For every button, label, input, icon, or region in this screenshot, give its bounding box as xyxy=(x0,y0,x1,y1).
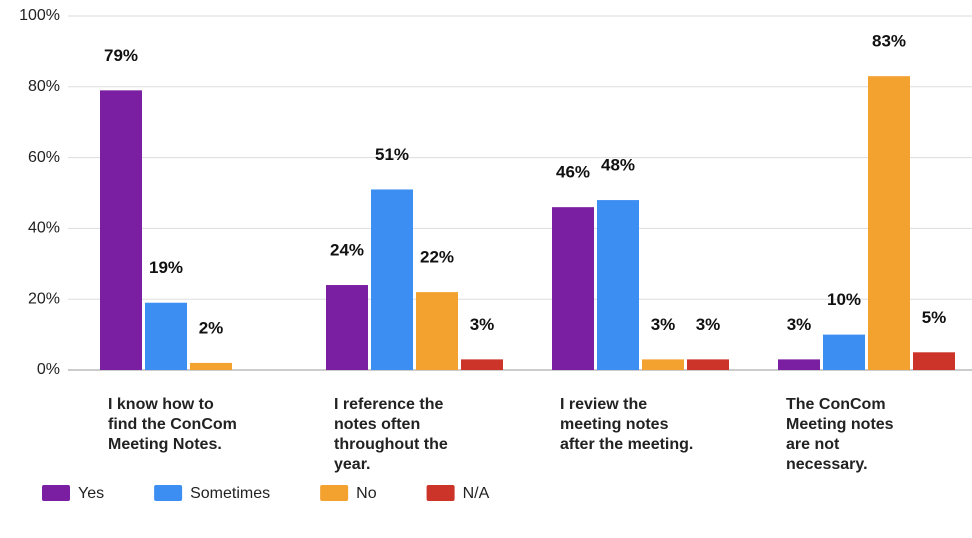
bar xyxy=(461,359,503,370)
y-tick-label: 20% xyxy=(28,290,60,307)
data-label: 79% xyxy=(104,46,138,65)
bar xyxy=(823,334,865,370)
bar xyxy=(416,292,458,370)
data-label: 5% xyxy=(922,308,947,327)
x-tick-label: I review the meeting notes after the mee… xyxy=(560,396,694,453)
data-label: 3% xyxy=(470,315,495,334)
bar xyxy=(371,189,413,370)
legend-swatch xyxy=(426,485,455,501)
data-label: 10% xyxy=(827,290,861,309)
bar xyxy=(868,76,910,371)
data-label: 3% xyxy=(651,315,676,334)
data-label: 2% xyxy=(199,318,224,337)
bar xyxy=(190,362,232,370)
data-label: 46% xyxy=(556,163,590,182)
legend-label: Yes xyxy=(78,485,104,502)
y-tick-label: 40% xyxy=(28,220,60,237)
data-label: 83% xyxy=(872,32,906,51)
legend-label: Sometimes xyxy=(190,485,270,502)
y-tick-label: 0% xyxy=(37,361,60,378)
bar xyxy=(326,285,368,370)
bar xyxy=(597,200,639,370)
data-label: 19% xyxy=(149,258,183,277)
legend-swatch xyxy=(154,485,183,501)
legend-label: N/A xyxy=(463,485,490,502)
bar xyxy=(687,359,729,370)
bar xyxy=(913,352,955,370)
bar xyxy=(100,90,142,370)
legend-swatch xyxy=(42,485,70,501)
data-label: 51% xyxy=(375,145,409,164)
bar xyxy=(642,359,684,370)
bar xyxy=(145,302,187,370)
data-label: 3% xyxy=(696,315,721,334)
data-label: 24% xyxy=(330,241,364,260)
y-tick-label: 100% xyxy=(19,7,60,24)
x-tick-label: The ConCom Meeting notes are not necessa… xyxy=(786,396,894,473)
legend-swatch xyxy=(320,485,349,501)
data-label: 3% xyxy=(787,315,812,334)
data-label: 22% xyxy=(420,248,454,267)
y-tick-label: 60% xyxy=(28,149,60,166)
data-label: 48% xyxy=(601,156,635,175)
x-tick-label: I know how to find the ConCom Meeting No… xyxy=(108,396,237,453)
legend-label: No xyxy=(356,485,377,502)
bar xyxy=(778,359,820,370)
x-tick-label: I reference the notes often throughout t… xyxy=(334,396,448,473)
bar xyxy=(552,207,594,370)
y-tick-label: 80% xyxy=(28,78,60,95)
